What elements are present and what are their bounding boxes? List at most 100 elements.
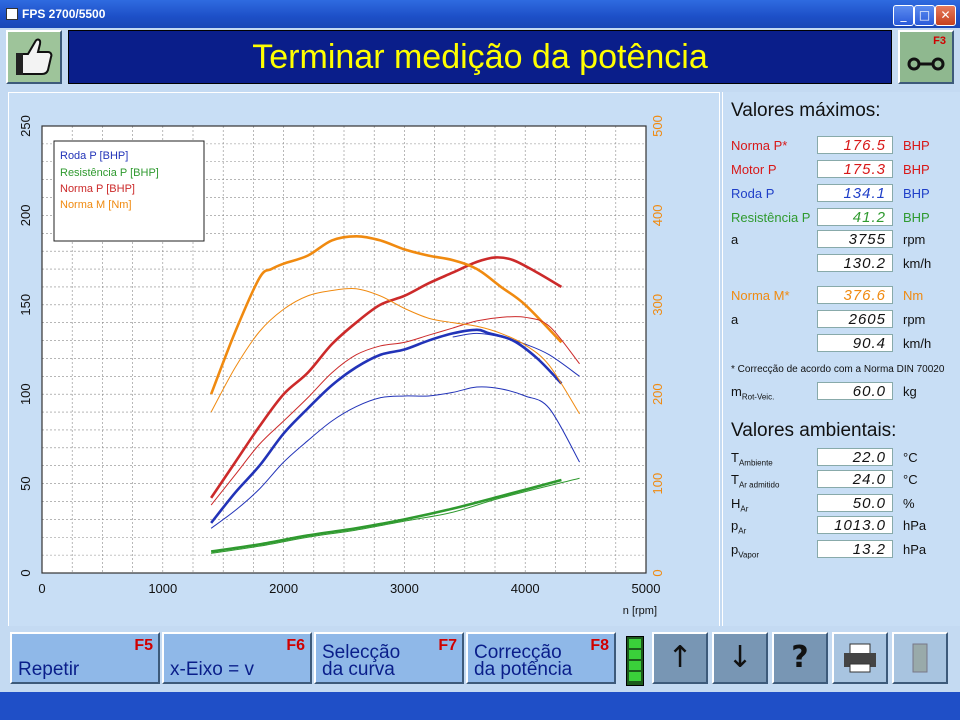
curve-selection-label: Selecção da curva (322, 642, 401, 680)
mrot-unit: kg (903, 384, 917, 399)
h-ar-value: 50.0 (817, 494, 893, 512)
x-tick-label: 3000 (390, 581, 419, 596)
row-norma-p: Norma P* 176.5 BHP (723, 136, 960, 156)
row-roda-p: Roda P 134.1 BHP (723, 184, 960, 204)
x-tick-label: 5000 (632, 581, 661, 596)
print-button[interactable] (832, 632, 888, 684)
row-h-ar: HAr 50.0 % (723, 494, 960, 514)
norma-m-label: Norma M* (731, 288, 790, 303)
t-ar-admitido-value: 24.0 (817, 470, 893, 488)
power-speed-value: 130.2 (817, 254, 893, 272)
exit-button[interactable] (892, 632, 948, 684)
row-norma-m: Norma M* 376.6 Nm (723, 286, 960, 306)
window-title: FPS 2700/5500 (22, 7, 106, 21)
legend-norma-p: Norma P [BHP] (60, 183, 135, 195)
x-tick-label: 0 (38, 581, 45, 596)
t-ambiente-label: TAmbiente (731, 450, 773, 468)
power-correction-button[interactable]: F8 Correcção da potência (466, 632, 616, 684)
motor-p-unit: BHP (903, 162, 930, 177)
chart-grid (42, 126, 646, 573)
chart-panel: 0 1000 2000 3000 4000 5000 0 50 100 150 200 250 0 100… (8, 92, 720, 628)
legend-box (53, 140, 205, 242)
power-curve-chart: 0 1000 2000 3000 4000 5000 0 50 100 150 200 250 0 100… (18, 115, 665, 617)
f5-key-label: F5 (134, 637, 153, 654)
y-right-tick-label: 500 (650, 115, 665, 137)
window-titlebar: FPS 2700/5500 _ □ ✕ (0, 0, 960, 28)
row-mrot: mRot-Veic. 60.0 kg (723, 382, 960, 402)
resistencia-p-value: 41.2 (817, 208, 893, 226)
row-p-ar: pAr 1013.0 hPa (723, 516, 960, 536)
series-line-8 (210, 287, 580, 415)
x-tick-label: 4000 (511, 581, 540, 596)
chart-ticks: 0 1000 2000 3000 4000 5000 0 50 100 150 200 250 0 100… (18, 115, 665, 596)
scroll-up-button[interactable]: ↑ (652, 632, 708, 684)
y-right-tick-label: 300 (650, 294, 665, 316)
thumbs-up-button[interactable] (6, 30, 62, 84)
bottom-strip (0, 692, 960, 720)
y-left-tick-label: 100 (18, 383, 33, 405)
norma-m-value: 376.6 (817, 286, 893, 304)
roda-p-unit: BHP (903, 186, 930, 201)
legend-norma-m: Norma M [Nm] (60, 199, 132, 211)
row-p-vapor: pVapor 13.2 hPa (723, 540, 960, 560)
y-left-tick-label: 50 (18, 476, 33, 490)
values-panel: Valores máximos: Norma P* 176.5 BHP Moto… (722, 92, 960, 626)
y-left-tick-label: 250 (18, 115, 33, 137)
h-ar-label: HAr (731, 496, 749, 514)
help-button[interactable]: ? (772, 632, 828, 684)
power-rpm-value: 3755 (817, 230, 893, 248)
arrow-up-icon: ↑ (667, 640, 693, 675)
printer-icon (844, 643, 876, 673)
p-ar-unit: hPa (903, 518, 927, 533)
row-motor-p: Motor P 175.3 BHP (723, 160, 960, 180)
series-line-4 (210, 386, 580, 529)
norma-p-value: 176.5 (817, 136, 893, 154)
row-torque-speed: 90.4 km/h (723, 334, 960, 354)
repetir-label: Repetir (18, 659, 80, 680)
y-right-tick-label: 200 (650, 383, 665, 405)
scroll-down-button[interactable]: ↓ (712, 632, 768, 684)
y-right-tick-label: 400 (650, 205, 665, 227)
x-axis-button[interactable]: F6 x-Eixo = v (162, 632, 312, 684)
repetir-button[interactable]: F5 Repetir (10, 632, 160, 684)
f3-connection-button[interactable]: F3 (898, 30, 954, 84)
maximize-button[interactable]: □ (914, 5, 935, 26)
y-left-tick-label: 200 (18, 205, 33, 227)
power-correction-label: Correcção da potência (474, 642, 573, 680)
p-ar-label: pAr (731, 518, 747, 536)
status-led-bar (626, 636, 644, 686)
ambient-title: Valores ambientais: (731, 420, 897, 441)
torque-rpm-unit: rpm (903, 312, 926, 327)
resistencia-p-unit: BHP (903, 210, 930, 225)
f6-key-label: F6 (286, 637, 305, 654)
torque-rpm-label: a (731, 312, 739, 327)
mrot-value: 60.0 (817, 382, 893, 400)
p-vapor-value: 13.2 (817, 540, 893, 558)
thumbs-up-icon (16, 38, 53, 75)
series-line-0 (210, 256, 563, 499)
row-resistencia-p: Resistência P 41.2 BHP (723, 208, 960, 228)
f8-key-label: F8 (590, 637, 609, 654)
x-axis-label: n [rpm] (623, 605, 657, 617)
p-vapor-unit: hPa (903, 542, 927, 557)
minimize-button[interactable]: _ (893, 5, 914, 26)
close-button[interactable]: ✕ (935, 5, 956, 26)
max-values-title: Valores máximos: (731, 100, 881, 121)
torque-speed-unit: km/h (903, 336, 932, 351)
t-ambiente-unit: °C (903, 450, 918, 465)
door-exit-icon (912, 643, 928, 673)
x-tick-label: 2000 (269, 581, 298, 596)
motor-p-label: Motor P (731, 162, 777, 177)
din-note: * Correcção de acordo com a Norma DIN 70… (731, 364, 945, 375)
legend-resistencia: Resistência P [BHP] (60, 167, 159, 179)
connector-icon (907, 57, 945, 71)
header: Terminar medição da potência F3 (0, 28, 960, 88)
plot-frame (41, 125, 647, 574)
norma-p-label: Norma P* (731, 138, 788, 153)
row-power-rpm: a 3755 rpm (723, 230, 960, 250)
x-axis-label-btn: x-Eixo = v (170, 659, 254, 680)
power-rpm-label: a (731, 232, 739, 247)
curve-selection-button[interactable]: F7 Selecção da curva (314, 632, 464, 684)
help-icon: ? (791, 640, 809, 675)
h-ar-unit: % (903, 496, 915, 511)
